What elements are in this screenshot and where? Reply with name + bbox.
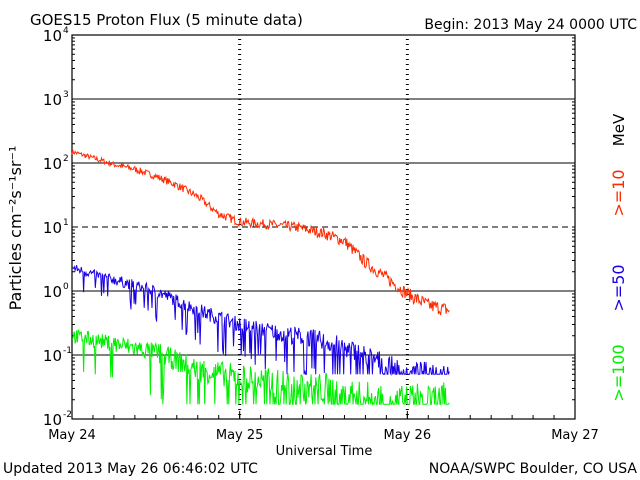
x-axis-ticks: May 24 May 25 May 26 May 27 bbox=[48, 411, 599, 443]
series-lines bbox=[71, 149, 450, 406]
y-tick-exponent: 0 bbox=[63, 282, 69, 292]
y-tick-label: 10 bbox=[43, 347, 62, 365]
legend-item-ge10: >=10 bbox=[609, 169, 628, 216]
y-tick-label: 10 bbox=[43, 411, 62, 429]
updated-timestamp: Updated 2013 May 26 06:46:02 UTC bbox=[3, 461, 258, 477]
y-tick-label: 10 bbox=[43, 91, 62, 109]
y-tick-exponent: 1 bbox=[63, 218, 69, 228]
y-tick-exponent: -2 bbox=[63, 410, 72, 420]
x-tick-label: May 25 bbox=[216, 428, 264, 443]
y-axis-label: Particles cm⁻²s⁻¹sr⁻¹ bbox=[6, 146, 25, 311]
series-line-2 bbox=[71, 329, 450, 406]
y-tick-label: 10 bbox=[43, 155, 62, 173]
x-axis-label: Universal Time bbox=[276, 444, 373, 459]
y-tick-label: 10 bbox=[43, 219, 62, 237]
gridlines bbox=[72, 98, 575, 356]
y-tick-exponent: 2 bbox=[63, 154, 69, 164]
credit-text: NOAA/SWPC Boulder, CO USA bbox=[429, 461, 638, 477]
y-tick-exponent: -1 bbox=[63, 346, 72, 356]
series-line-1 bbox=[71, 265, 450, 377]
x-tick-label: May 26 bbox=[384, 428, 432, 443]
y-tick-exponent: 3 bbox=[63, 90, 69, 100]
chart-title: GOES15 Proton Flux (5 minute data) bbox=[30, 11, 303, 29]
legend-item-ge50: >=50 bbox=[609, 264, 628, 311]
y-tick-label: 10 bbox=[43, 283, 62, 301]
begin-time: Begin: 2013 May 24 0000 UTC bbox=[424, 17, 637, 33]
y-tick-exponent: 4 bbox=[63, 26, 69, 36]
x-tick-label: May 27 bbox=[551, 428, 599, 443]
x-tick-label: May 24 bbox=[48, 428, 96, 443]
y-tick-label: 10 bbox=[43, 27, 62, 45]
series-line-0 bbox=[71, 149, 450, 316]
legend-unit: MeV bbox=[610, 113, 628, 146]
legend-item-ge100: >=100 bbox=[609, 344, 628, 401]
legend: MeV >=10 >=50 >=100 bbox=[609, 113, 628, 402]
